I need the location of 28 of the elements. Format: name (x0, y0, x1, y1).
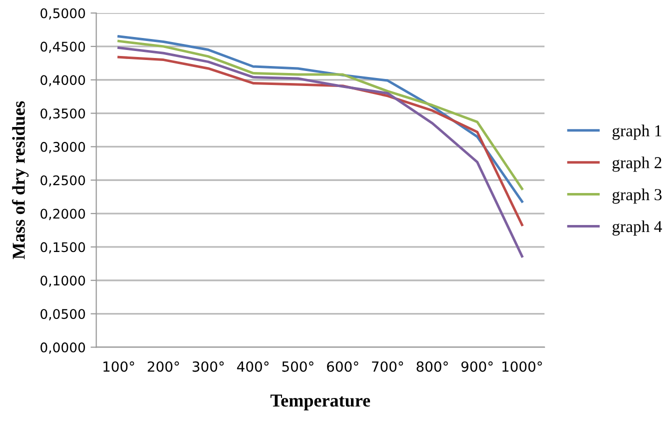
y-tick-label: 0,0500 (40, 309, 85, 320)
x-tick-label: 600° (327, 361, 358, 372)
x-axis-title: Temperature (270, 394, 370, 410)
y-tick-label: 0,0000 (40, 342, 85, 354)
y-tick-label: 0,3000 (40, 142, 85, 154)
y-tick-label: 0,3500 (40, 108, 85, 120)
x-tick-label: 1000° (502, 361, 542, 372)
x-tick-label: 300° (192, 361, 224, 372)
x-tick-label: 900° (461, 361, 493, 372)
x-tick-label: 400° (237, 361, 269, 372)
y-tick-label: 0,1000 (40, 276, 85, 287)
line-series (117, 46, 524, 258)
y-tick-label: 0,4000 (40, 75, 85, 86)
y-tick-label: 0,4500 (40, 42, 85, 53)
x-tick-label: 800° (416, 361, 448, 372)
legend-label: graph 4 (612, 220, 662, 236)
x-tick-label: 100° (103, 361, 134, 372)
legend-label: graph 2 (612, 156, 662, 172)
y-tick-label: 0,2000 (40, 208, 85, 220)
y-axis-title: Mass of dry residues (12, 101, 29, 260)
y-tick-label: 0,5000 (40, 8, 85, 20)
legend-label: graph 1 (612, 124, 662, 140)
x-tick-label: 200° (148, 361, 179, 372)
legend-label: graph 3 (612, 188, 662, 204)
x-tick-label: 500° (282, 361, 314, 372)
y-tick-label: 0,2500 (40, 175, 85, 187)
y-tick-label: 0,1500 (40, 242, 85, 254)
x-tick-label: 700° (372, 361, 404, 372)
